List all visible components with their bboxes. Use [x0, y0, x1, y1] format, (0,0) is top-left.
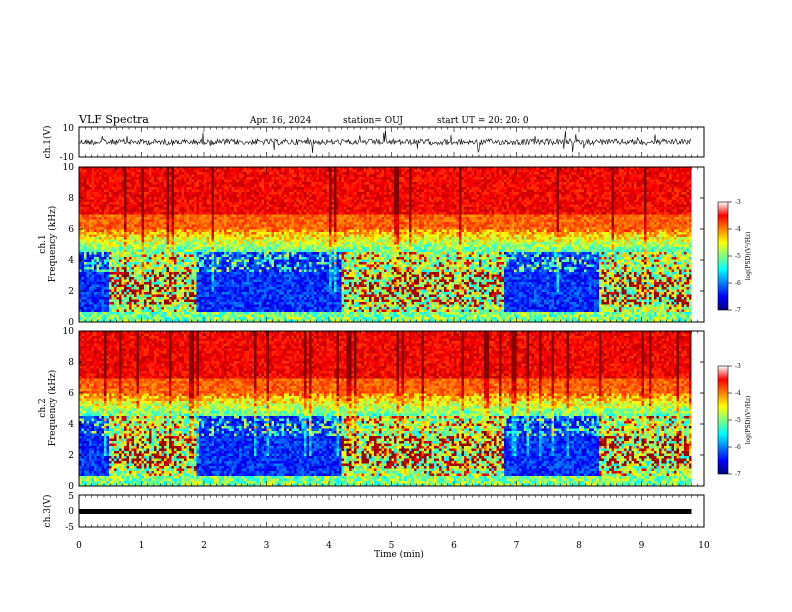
ch3-volt-ylabel: ch.3(V)	[42, 495, 53, 528]
date-label: Apr. 16, 2024	[249, 116, 312, 126]
ch2-colorbar-tick--5: -5	[735, 417, 741, 424]
ch1-spec-ylabel-frequency: Frequency (kHz)	[47, 206, 58, 283]
ch1-colorbar-tick--5: -5	[735, 253, 741, 260]
ch1-colorbar	[718, 202, 728, 310]
x-tick-0: 0	[76, 541, 82, 551]
x-tick-2: 2	[201, 541, 207, 551]
start-time-label: start UT = 20: 20: 0	[437, 116, 529, 126]
ch2-spec-ytick-4: 4	[68, 420, 74, 430]
x-tick-9: 9	[639, 541, 645, 551]
ch2-spec-ytick-10: 10	[63, 327, 75, 337]
ch1-colorbar-label: log(PSD)(V²/Hz)	[745, 232, 752, 281]
ch1-spectrogram-heatmap	[79, 167, 704, 322]
ch1-colorbar-tick--3: -3	[735, 199, 741, 206]
ch2-spec-ytick-8: 8	[68, 358, 74, 368]
figure-title: VLF Spectra	[78, 113, 149, 126]
x-tick-6: 6	[451, 541, 457, 551]
ch2-colorbar-tick--6: -6	[735, 444, 741, 451]
ch2-colorbar-tick--3: -3	[735, 363, 741, 370]
ch2-spec-ytick-0: 0	[68, 482, 74, 492]
ch2-spec-ylabel-channel: ch.2	[38, 398, 48, 417]
x-tick-1: 1	[139, 541, 145, 551]
ch3-ytick-top: 5	[68, 492, 74, 502]
ch1-colorbar-tick--6: -6	[735, 280, 741, 287]
ch1-spec-ytick-8: 8	[68, 194, 74, 204]
station-label: station= OUJ	[343, 116, 403, 126]
ch2-spectrogram-heatmap	[79, 331, 704, 486]
ch1-ytick-bottom: -10	[60, 153, 75, 163]
x-tick-7: 7	[514, 541, 520, 551]
ch3-waveform-line	[79, 509, 692, 514]
ch2-colorbar	[718, 366, 728, 474]
ch2-spec-ytick-2: 2	[68, 451, 74, 461]
ch1-spec-ylabel-channel: ch.1	[38, 234, 48, 253]
x-axis-label: Time (min)	[374, 549, 424, 560]
ch1-volt-ylabel: ch.1(V)	[42, 126, 53, 159]
ch2-colorbar-tick--7: -7	[735, 471, 741, 478]
ch1-spec-ytick-2: 2	[68, 287, 74, 297]
ch1-spec-ytick-6: 6	[68, 225, 74, 235]
ch3-ytick-mid: 0	[68, 507, 74, 517]
ch2-spec-ytick-6: 6	[68, 389, 74, 399]
ch2-colorbar-tick--4: -4	[735, 390, 741, 397]
x-tick-4: 4	[326, 541, 332, 551]
ch1-ytick-top: 10	[63, 124, 75, 134]
ch1-spec-ytick-4: 4	[68, 256, 74, 266]
ch2-spec-ylabel-frequency: Frequency (kHz)	[47, 370, 58, 447]
x-tick-10: 10	[698, 541, 710, 551]
x-tick-3: 3	[264, 541, 270, 551]
ch2-colorbar-label: log(PSD)(V²/Hz)	[745, 396, 752, 445]
ch3-ytick-bottom: -5	[65, 523, 74, 533]
ch1-colorbar-tick--7: -7	[735, 307, 741, 314]
ch1-colorbar-tick--4: -4	[735, 226, 741, 233]
ch1-spec-ytick-10: 10	[63, 163, 75, 173]
x-tick-8: 8	[576, 541, 582, 551]
